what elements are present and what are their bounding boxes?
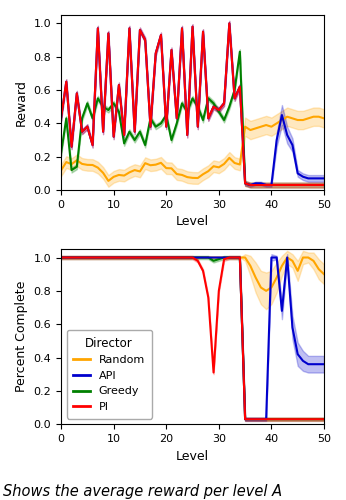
X-axis label: Level: Level <box>176 450 209 462</box>
Y-axis label: Reward: Reward <box>15 79 28 126</box>
Y-axis label: Percent Complete: Percent Complete <box>15 281 28 392</box>
X-axis label: Level: Level <box>176 216 209 228</box>
Text: Shows the average reward per level A: Shows the average reward per level A <box>3 484 283 499</box>
Legend: Random, API, Greedy, PI: Random, API, Greedy, PI <box>66 330 152 418</box>
